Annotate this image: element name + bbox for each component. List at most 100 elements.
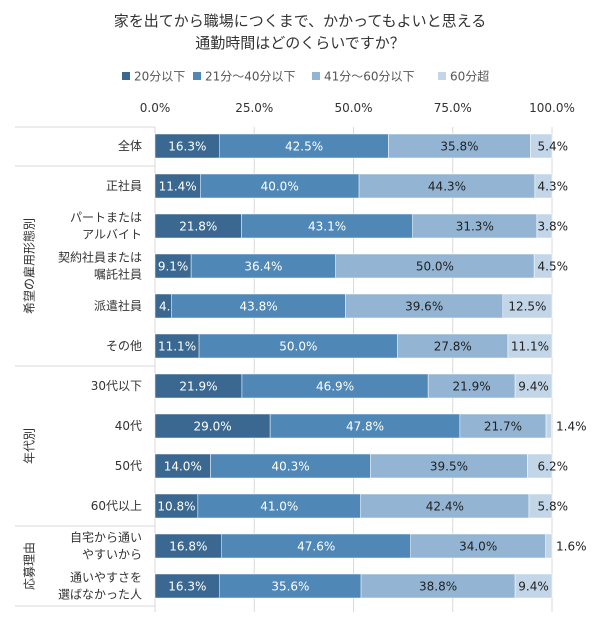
bar-segment xyxy=(530,133,553,159)
category-label: 30代以下 xyxy=(91,379,142,393)
data-label: 9.4% xyxy=(518,580,549,594)
data-label: 4.3% xyxy=(538,180,569,194)
group-label: 年代別 xyxy=(23,428,37,464)
group-label: 希望の雇用形態別 xyxy=(22,218,37,314)
data-label: 21.9% xyxy=(453,380,491,394)
data-label: 36.4% xyxy=(244,260,282,274)
data-label: 27.8% xyxy=(434,340,472,354)
data-label: 40.3% xyxy=(272,460,310,474)
data-label: 3.8% xyxy=(538,220,569,234)
legend-label: 60分超 xyxy=(450,69,489,84)
x-tick-label: 25.0% xyxy=(235,101,273,115)
data-label: 21.8% xyxy=(179,220,217,234)
data-label: 39.6% xyxy=(405,300,443,314)
bar-segment xyxy=(527,453,553,479)
bar-segment xyxy=(528,493,553,519)
category-label: 60代以上 xyxy=(91,499,142,513)
legend-label: 41分～60分以下 xyxy=(324,70,415,84)
data-label: 46.9% xyxy=(316,380,354,394)
x-tick-label: 75.0% xyxy=(434,101,472,115)
data-label: 50.0% xyxy=(279,340,317,354)
x-tick-label: 100.0% xyxy=(529,101,575,115)
data-label: 6.2% xyxy=(538,460,569,474)
bar-segment xyxy=(345,293,504,319)
category-label: やすいから xyxy=(82,548,142,562)
bar-segment xyxy=(154,173,201,199)
bar-segment xyxy=(154,373,243,399)
category-label: 50代 xyxy=(115,459,142,473)
data-label: 39.5% xyxy=(430,460,468,474)
bar-segment xyxy=(459,413,547,439)
data-label: 21.7% xyxy=(484,420,522,434)
bar-segment xyxy=(360,573,516,599)
legend-label: 20分以下 xyxy=(134,70,185,84)
bar-segment xyxy=(219,133,389,159)
category-label: 正社員 xyxy=(106,178,142,193)
bar-segment xyxy=(154,413,271,439)
category-label: 自宅から通い xyxy=(70,530,142,545)
bar-segment xyxy=(507,333,553,359)
category-label: 契約社員または xyxy=(58,250,142,265)
bar-segment xyxy=(545,413,552,439)
bar-segment xyxy=(154,573,220,599)
bar-segment xyxy=(154,333,200,359)
data-label: 9.4% xyxy=(518,380,549,394)
data-label: 1.6% xyxy=(556,540,587,554)
bar-segment xyxy=(358,173,536,199)
bar-segment xyxy=(197,493,361,519)
bar-segment xyxy=(533,253,553,279)
data-label: 35.6% xyxy=(271,580,309,594)
data-label: 11.4% xyxy=(159,180,197,194)
chart-title-line-2: 通勤時間はどのくらいですか？ xyxy=(195,34,405,52)
bar-segment xyxy=(241,213,413,239)
data-label: 5.8% xyxy=(538,500,569,514)
category-label: 40代 xyxy=(115,419,142,433)
category-label: 嘱託社員 xyxy=(94,267,142,282)
data-label: 4.5% xyxy=(538,260,569,274)
legend-swatch xyxy=(312,72,320,80)
data-label: 47.8% xyxy=(346,420,384,434)
category-label: 全体 xyxy=(118,138,142,153)
data-label: 21.9% xyxy=(179,380,217,394)
data-label: 16.8% xyxy=(169,540,207,554)
bar-segment xyxy=(370,453,528,479)
bar-segment xyxy=(154,533,222,559)
data-label: 31.3% xyxy=(456,220,494,234)
data-label: 43.8% xyxy=(240,300,278,314)
bar-segment xyxy=(514,573,553,599)
bar-segment xyxy=(241,373,429,399)
data-label: 44.3% xyxy=(428,180,466,194)
group-label: 応募理由 xyxy=(23,542,37,590)
bar-segment xyxy=(412,213,538,239)
category-label: 派遣社員 xyxy=(94,298,142,313)
data-label: 5.4% xyxy=(538,140,569,154)
x-tick-label: 0.0% xyxy=(140,101,171,115)
legend-swatch xyxy=(122,72,130,80)
data-label: 11.1% xyxy=(511,340,549,354)
bar-segment xyxy=(397,333,509,359)
category-label: パートまたは xyxy=(70,211,142,225)
bar-segment xyxy=(198,333,398,359)
category-label: 通いやすさを xyxy=(70,571,142,585)
legend-label: 21分～40分以下 xyxy=(205,70,296,84)
bar-segment xyxy=(360,493,530,519)
legend-swatch xyxy=(193,72,201,80)
data-label: 9.1% xyxy=(158,260,189,274)
chart-title-line-1: 家を出てから職場につくまで、かかってもよいと思える xyxy=(113,12,487,30)
bar-segment xyxy=(536,213,553,239)
legend-swatch xyxy=(438,72,446,80)
data-label: 14.0% xyxy=(164,460,202,474)
category-label: アルバイト xyxy=(82,228,142,242)
data-label: 40.0% xyxy=(261,180,299,194)
data-label: 1.4% xyxy=(556,420,587,434)
bar-segment xyxy=(221,533,411,559)
x-tick-label: 50.0% xyxy=(334,101,372,115)
data-label: 10.8% xyxy=(157,500,195,514)
data-label: 42.5% xyxy=(285,140,323,154)
data-label: 16.3% xyxy=(168,140,206,154)
bar-segment xyxy=(514,373,553,399)
bar-segment xyxy=(171,293,346,319)
data-label: 11.1% xyxy=(158,340,196,354)
